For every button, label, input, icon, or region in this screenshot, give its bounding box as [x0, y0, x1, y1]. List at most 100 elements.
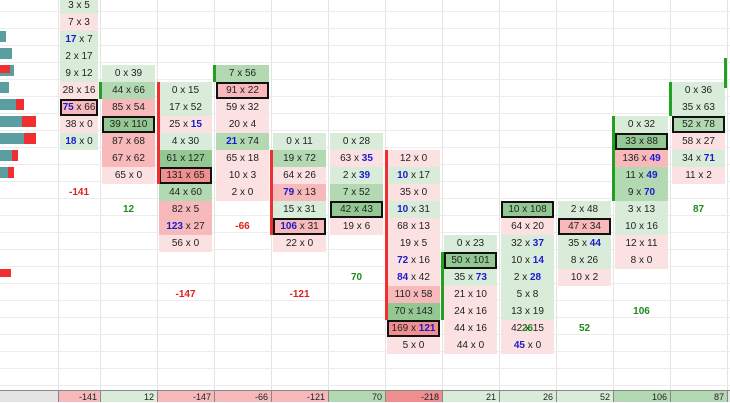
bid-volume: 20	[532, 221, 544, 232]
footprint-cell: 72 x 16	[387, 252, 440, 269]
separator: x	[522, 238, 533, 249]
separator: x	[240, 119, 251, 130]
bid-volume: 0	[421, 187, 428, 198]
footprint-cell: 38 x 0	[60, 116, 98, 133]
footer-delta-cell: 87	[670, 390, 727, 402]
bid-volume: 43	[361, 204, 373, 215]
footprint-cell: 21 x 10	[444, 286, 497, 303]
bid-volume: 71	[703, 153, 715, 164]
separator: x	[462, 255, 473, 266]
bid-volume: 17	[81, 51, 93, 62]
footprint-cell: 106 x 31	[273, 218, 326, 235]
footprint-cell: 85 x 54	[102, 99, 155, 116]
ask-volume: 19	[283, 153, 295, 164]
footprint-cell: 2 x 0	[216, 184, 269, 201]
bid-volume: 3	[250, 170, 257, 181]
ask-volume: 19	[399, 238, 411, 249]
footprint-cell: 61 x 127	[159, 150, 212, 167]
separator: x	[579, 238, 590, 249]
footprint-cell: 123 x 27	[159, 218, 212, 235]
bid-volume: 65	[193, 170, 205, 181]
bid-volume: 16	[418, 255, 430, 266]
footprint-cell: 22 x 0	[273, 235, 326, 252]
bid-volume: 15	[190, 119, 202, 130]
footprint-cell: 33 x 88	[615, 133, 668, 150]
ask-volume: 20	[228, 119, 240, 130]
ask-volume: 65	[114, 170, 126, 181]
bid-volume: 22	[247, 85, 259, 96]
volume-profile-bar	[0, 31, 6, 42]
bid-volume: 15	[532, 323, 544, 334]
separator: x	[123, 136, 134, 147]
bid-volume: 16	[475, 323, 487, 334]
footprint-cell: 39 x 110	[102, 116, 155, 133]
bid-volume: 16	[475, 306, 487, 317]
volume-profile-bar	[8, 167, 14, 178]
separator: x	[73, 17, 85, 28]
volume-profile-bar	[22, 116, 36, 127]
separator: x	[237, 187, 248, 198]
bid-volume: 19	[532, 306, 544, 317]
bid-volume: 127	[188, 153, 205, 164]
bid-volume: 5	[421, 238, 428, 249]
footprint-cell: 11 x 49	[615, 167, 668, 184]
bid-volume: 52	[190, 102, 202, 113]
separator: x	[410, 289, 422, 300]
ask-volume: 5	[516, 289, 523, 300]
ask-volume: 67	[112, 153, 124, 164]
bid-volume: 4	[250, 119, 257, 130]
separator: x	[411, 153, 422, 164]
separator: x	[294, 204, 305, 215]
bid-volume: 0	[247, 187, 254, 198]
ask-volume: 10	[228, 170, 240, 181]
separator: x	[183, 221, 194, 232]
ask-volume: 2	[342, 170, 349, 181]
footprint-cell: 9 x 70	[615, 184, 668, 201]
volume-profile-bar	[0, 269, 11, 277]
separator: x	[180, 187, 191, 198]
bid-volume: 17	[418, 170, 430, 181]
ask-volume: 35	[568, 238, 580, 249]
footprint-cell: 65 x 0	[102, 167, 155, 184]
footprint-cell: 169 x 121	[387, 320, 440, 337]
footprint-cell: 64 x 20	[501, 218, 554, 235]
bid-volume: 26	[587, 255, 599, 266]
bid-volume: 52	[359, 187, 371, 198]
footprint-cell: 24 x 16	[444, 303, 497, 320]
grid-line-vertical	[58, 0, 59, 402]
separator: x	[76, 136, 88, 147]
ask-volume: 10	[625, 221, 637, 232]
ask-volume: 24	[454, 306, 466, 317]
grid-line-vertical	[727, 0, 728, 402]
candle-body-bar	[612, 116, 615, 201]
bid-volume: 0	[535, 340, 542, 351]
separator: x	[405, 306, 416, 317]
footprint-cell: 10 x 16	[615, 218, 668, 235]
ask-volume: 0	[342, 136, 349, 147]
ask-volume: 28	[62, 85, 74, 96]
bid-volume: 2	[592, 272, 599, 283]
ask-volume: 15	[283, 204, 295, 215]
ask-volume: 12	[625, 238, 637, 249]
bid-volume: 121	[418, 323, 436, 334]
bid-volume: 26	[304, 170, 316, 181]
ask-volume: 10	[508, 204, 520, 215]
candle-body-bar	[724, 58, 727, 88]
separator: x	[234, 68, 245, 79]
volume-profile-bar	[12, 150, 18, 161]
separator: x	[519, 272, 530, 283]
ask-volume: 12	[399, 153, 411, 164]
bid-volume: 0	[136, 170, 143, 181]
bid-volume: 39	[131, 68, 143, 79]
ask-volume: 85	[112, 102, 124, 113]
ask-volume: 35	[454, 272, 466, 283]
ask-volume: 79	[283, 187, 295, 198]
footprint-cell: 7 x 56	[216, 65, 269, 82]
footer-delta-cell: -66	[214, 390, 271, 402]
ask-volume: 11	[685, 170, 696, 181]
bid-volume: 0	[418, 340, 425, 351]
separator: x	[348, 187, 359, 198]
ask-volume: 64	[511, 221, 523, 232]
ask-volume: 5	[402, 340, 409, 351]
